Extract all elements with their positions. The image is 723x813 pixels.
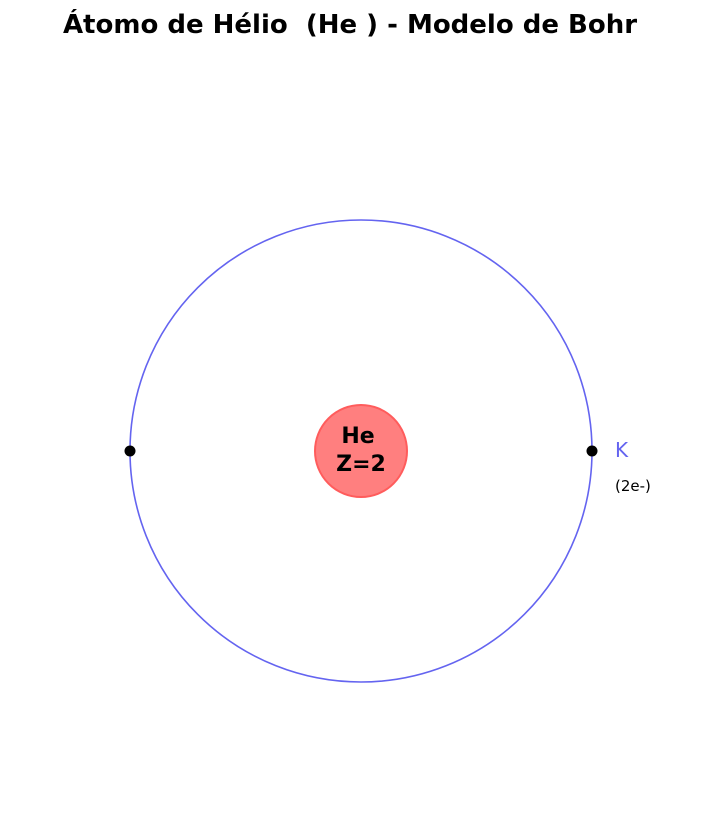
nucleus-symbol: He xyxy=(341,424,374,449)
shell-k-label: K xyxy=(615,438,629,462)
nucleus-atomic-number: Z=2 xyxy=(336,452,386,477)
electron-1 xyxy=(586,445,598,457)
electrons-group xyxy=(124,445,598,457)
shell-k-electron-count: (2e-) xyxy=(615,477,651,495)
nucleus xyxy=(314,404,408,498)
diagram-title: Átomo de Hélio (He ) - Modelo de Bohr xyxy=(62,10,638,40)
electron-2 xyxy=(124,445,136,457)
